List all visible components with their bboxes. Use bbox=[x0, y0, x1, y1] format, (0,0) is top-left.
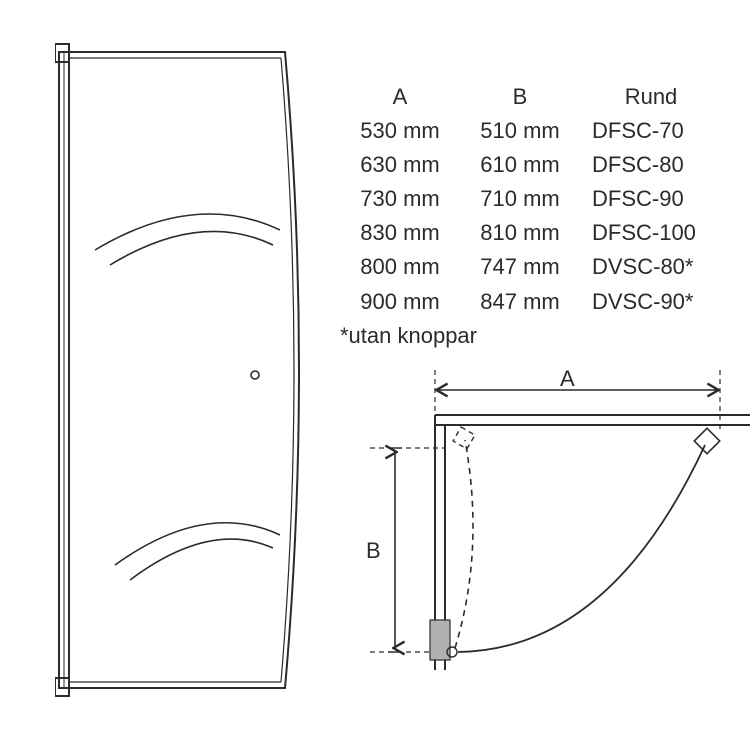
table-row: 530 mm510 mmDFSC-70 bbox=[340, 114, 710, 148]
table-row: 630 mm610 mmDFSC-80 bbox=[340, 148, 710, 182]
spec-table: A B Rund 530 mm510 mmDFSC-70630 mm610 mm… bbox=[340, 80, 710, 349]
table-footnote: *utan knoppar bbox=[340, 323, 710, 349]
cell-r: DFSC-70 bbox=[580, 114, 710, 148]
cell-a: 630 mm bbox=[340, 148, 460, 182]
cell-r: DVSC-80* bbox=[580, 250, 710, 284]
cell-b: 710 mm bbox=[460, 182, 580, 216]
cell-b: 747 mm bbox=[460, 250, 580, 284]
cell-r: DVSC-90* bbox=[580, 285, 710, 319]
table-row: 900 mm847 mmDVSC-90* bbox=[340, 285, 710, 319]
figure-container: A B Rund 530 mm510 mmDFSC-70630 mm610 mm… bbox=[0, 0, 752, 752]
door-elevation bbox=[55, 40, 325, 705]
door-svg bbox=[55, 40, 325, 700]
cell-b: 610 mm bbox=[460, 148, 580, 182]
dimension-label-a: A bbox=[560, 366, 575, 392]
cell-a: 730 mm bbox=[340, 182, 460, 216]
header-rund: Rund bbox=[580, 80, 710, 114]
cell-r: DFSC-80 bbox=[580, 148, 710, 182]
cell-b: 510 mm bbox=[460, 114, 580, 148]
cell-a: 800 mm bbox=[340, 250, 460, 284]
table-row: 830 mm810 mmDFSC-100 bbox=[340, 216, 710, 250]
table-row: 730 mm710 mmDFSC-90 bbox=[340, 182, 710, 216]
cell-a: 830 mm bbox=[340, 216, 460, 250]
cell-r: DFSC-90 bbox=[580, 182, 710, 216]
cell-b: 810 mm bbox=[460, 216, 580, 250]
table-header-row: A B Rund bbox=[340, 80, 710, 114]
header-a: A bbox=[340, 80, 460, 114]
cell-b: 847 mm bbox=[460, 285, 580, 319]
cell-a: 530 mm bbox=[340, 114, 460, 148]
table-row: 800 mm747 mmDVSC-80* bbox=[340, 250, 710, 284]
table-body: 530 mm510 mmDFSC-70630 mm610 mmDFSC-8073… bbox=[340, 114, 710, 319]
header-b: B bbox=[460, 80, 580, 114]
plan-view: A B bbox=[350, 370, 750, 705]
plan-svg bbox=[350, 370, 750, 700]
cell-r: DFSC-100 bbox=[580, 216, 710, 250]
cell-a: 900 mm bbox=[340, 285, 460, 319]
dimension-label-b: B bbox=[366, 538, 381, 564]
